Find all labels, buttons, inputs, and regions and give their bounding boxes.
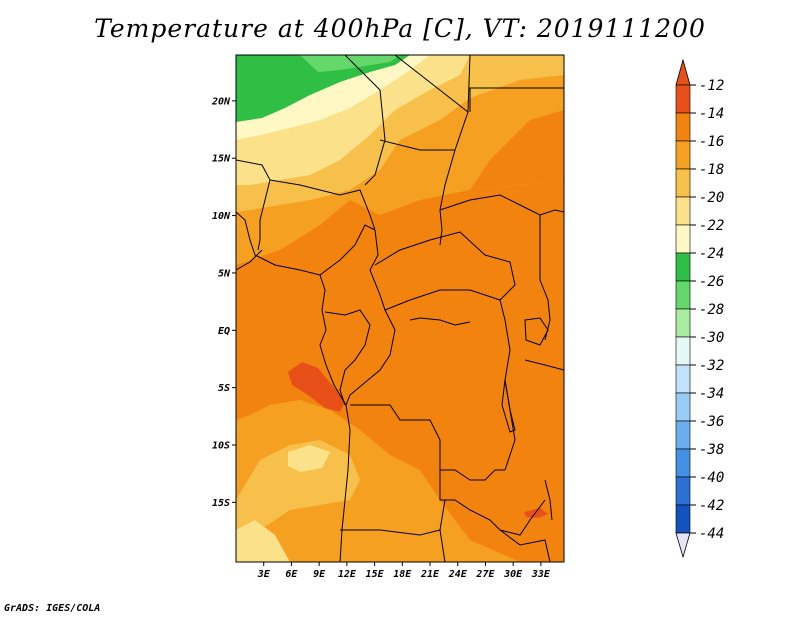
colorbar-label: -32 (699, 358, 724, 374)
boundaries (236, 55, 564, 562)
lon-tick-label: 9E (313, 569, 326, 580)
border-malawi (544, 479, 553, 521)
border-botswana (439, 529, 446, 562)
colorbar-label: -30 (699, 330, 724, 346)
lon-tick-label: 27E (475, 569, 495, 580)
colorbar-segment (675, 392, 691, 422)
colorbar-label: -20 (699, 190, 724, 206)
temperature-field (236, 55, 564, 562)
colorbar-segment (675, 448, 691, 478)
band-26-north (300, 55, 400, 72)
colorbar-label: -24 (699, 246, 724, 262)
band-18-southwest (236, 440, 360, 540)
band-20-southwest-corner (236, 520, 290, 562)
lon-tick-label: 12E (338, 569, 357, 580)
river-congo (409, 317, 471, 326)
lon-tick-label: 21E (420, 569, 440, 580)
colorbar-label: -42 (699, 498, 724, 514)
border-angola-namibia (340, 499, 446, 536)
grads-credit: GrADS: IGES/COLA (4, 603, 101, 614)
lat-tick-label: 15N (212, 154, 231, 165)
lat-tick-label: 15S (212, 498, 230, 509)
border-egypt-sudan (469, 87, 564, 112)
lake-tanganyika (501, 379, 516, 433)
border-mali-niger (236, 159, 271, 251)
colorbar-segment (675, 252, 691, 282)
colorbar-label: -12 (699, 78, 724, 94)
border-gabon-congo (324, 309, 371, 406)
border-zimbabwe-mozambique (499, 529, 551, 562)
colorbar-segment (675, 280, 691, 310)
colorbar-segment (675, 84, 691, 114)
colorbar-segment (675, 364, 691, 394)
band-12-patch-south (524, 508, 548, 518)
colorbar-label: -40 (699, 470, 724, 486)
latitude-axis: 20N 15N 10N 5N EQ 5S 10S 15S (211, 96, 236, 509)
colorbar-segment (675, 336, 691, 366)
colorbar-label: -34 (699, 386, 724, 402)
border-car (374, 231, 516, 311)
border-niger-nigeria (269, 179, 376, 231)
lat-tick-label: 20N (211, 96, 231, 107)
border-drc-west (345, 309, 396, 406)
colorbar-bottom-arrow (675, 532, 691, 559)
colorbar-label: -26 (699, 274, 724, 290)
border-libya-chad (379, 139, 455, 151)
colorbar: -12 -14 -16 -18 -20 -22 -24 -26 -28 -30 -32 -34 -36 -… (675, 58, 724, 559)
colorbar-segment (675, 196, 691, 226)
lon-tick-label: 6E (285, 569, 298, 580)
band-14-east (470, 110, 564, 190)
longitude-axis: 3E 6E 9E 12E 15E 18E 21E 24E 27E 30E 33E (257, 562, 551, 580)
lat-tick-label: 5S (218, 383, 230, 394)
band-20-southwest (288, 445, 330, 472)
lat-tick-label: 10N (212, 211, 231, 222)
border-north-algeria-libya (344, 55, 386, 186)
border-uganda-kenya (539, 215, 551, 341)
border-chad-sudan (439, 111, 469, 246)
lon-tick-label: 3E (257, 569, 271, 580)
border-tanzania (524, 359, 564, 371)
border-west (236, 249, 263, 271)
lon-tick-label: 30E (503, 569, 523, 580)
colorbar-label: -44 (699, 526, 724, 542)
coastline-west-africa (236, 211, 351, 562)
colorbar-top-arrow (675, 58, 691, 86)
lat-tick-label: EQ (218, 326, 230, 337)
lat-tick-label: 5N (218, 268, 231, 279)
colorbar-segment (675, 504, 691, 534)
lat-tick-label: 10S (212, 441, 230, 452)
lon-tick-label: 18E (393, 569, 412, 580)
lon-tick-label: 15E (366, 569, 385, 580)
colorbar-label: -14 (699, 106, 724, 122)
border-nigeria-cameroon (319, 224, 386, 311)
colorbar-label: -18 (699, 162, 724, 178)
band-12-patch-west (288, 362, 345, 412)
colorbar-label: -28 (699, 302, 724, 318)
colorbar-segment (675, 168, 691, 198)
colorbar-segment (675, 140, 691, 170)
colorbar-label: -16 (699, 134, 724, 150)
colorbar-label: -36 (699, 414, 724, 430)
border-south-sudan (439, 194, 564, 216)
colorbar-segment (675, 112, 691, 142)
colorbar-label: -22 (699, 218, 724, 234)
colorbar-segment (675, 308, 691, 338)
plot-title: Temperature at 400hPa [C], VT: 201911120… (94, 14, 706, 43)
band-24-north (236, 55, 410, 122)
colorbar-segment (675, 420, 691, 450)
colorbar-segment (675, 476, 691, 506)
lon-tick-label: 24E (448, 569, 468, 580)
lake-victoria (524, 317, 549, 346)
band-14-central (236, 180, 564, 562)
map-frame (235, 54, 565, 563)
colorbar-segment (675, 224, 691, 254)
lon-tick-label: 33E (531, 569, 551, 580)
colorbar-label: -38 (699, 442, 724, 458)
